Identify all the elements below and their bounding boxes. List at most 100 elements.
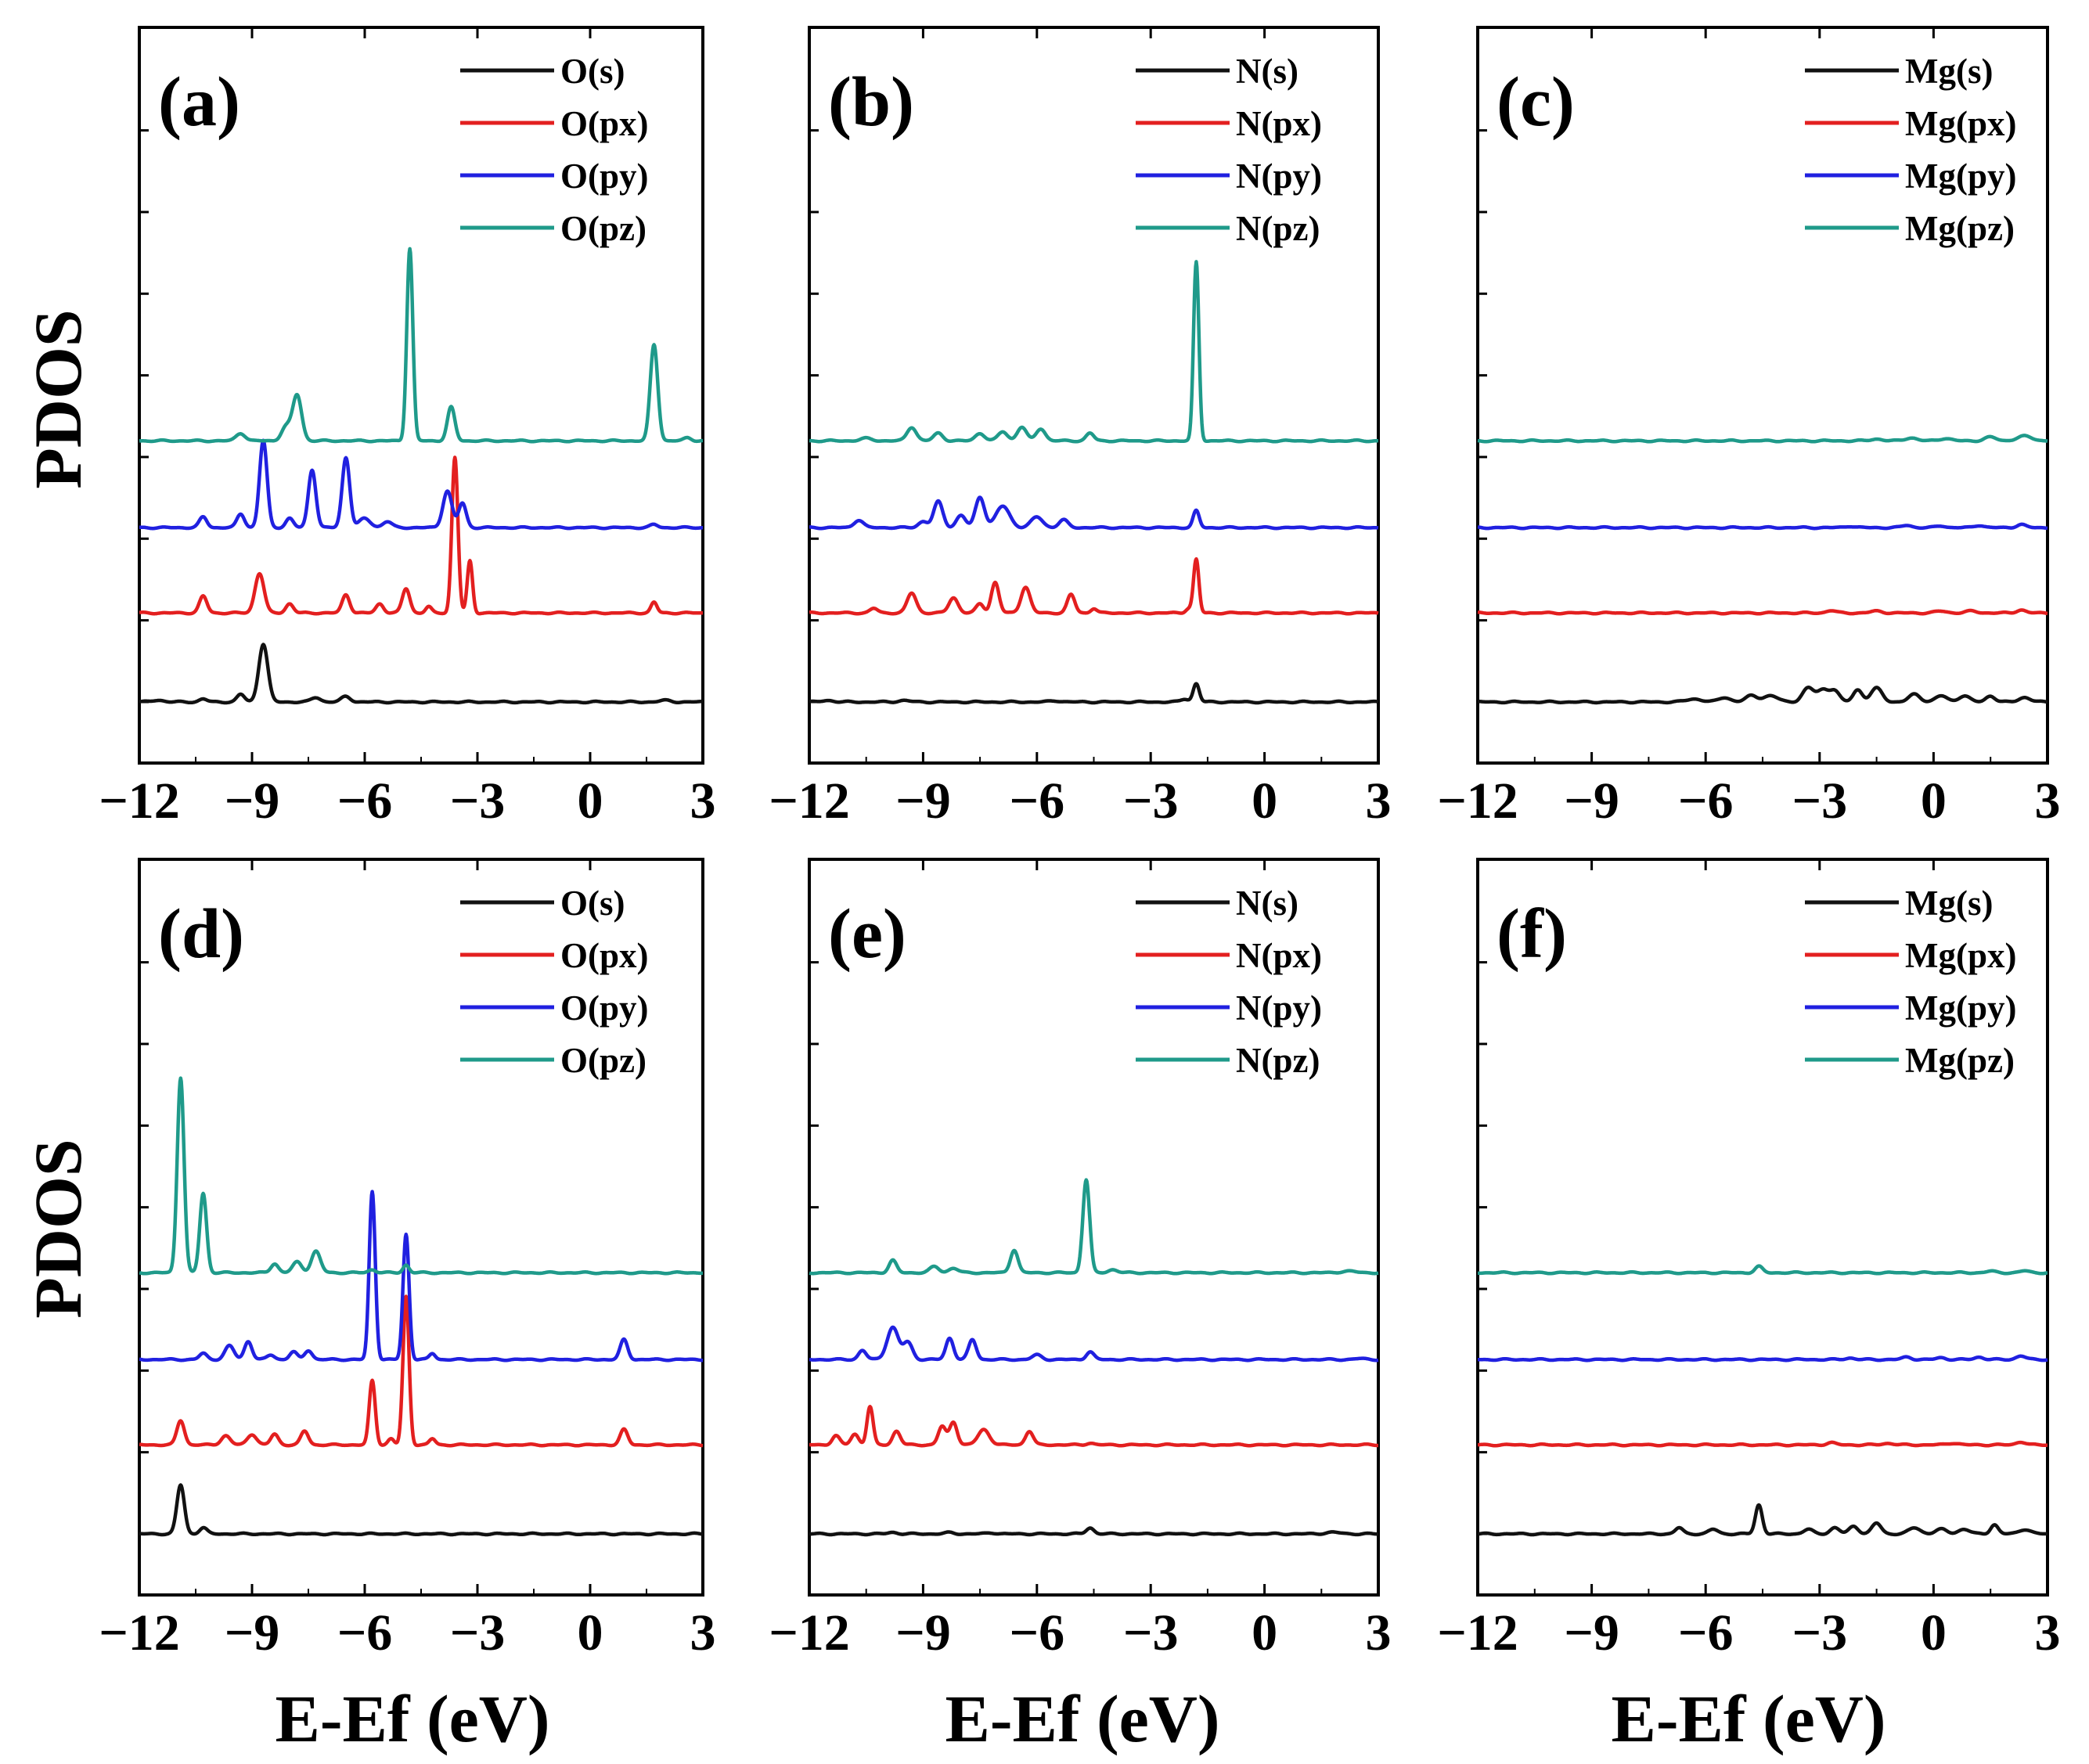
series-line-n-pz <box>808 1178 1380 1276</box>
series-line-mg-px <box>1476 608 2049 616</box>
x-tick-label: 0 <box>578 1604 603 1661</box>
x-tick-label: −6 <box>1009 772 1064 830</box>
x-tick-label: −9 <box>225 772 280 830</box>
legend-label: N(py) <box>1236 988 1322 1028</box>
x-tick-label: 0 <box>1252 1604 1277 1661</box>
legend-label: O(pz) <box>560 1041 647 1080</box>
x-tick-label: 3 <box>2035 1604 2061 1661</box>
legend-label: O(px) <box>560 936 649 975</box>
x-tick-label: −9 <box>895 1604 951 1661</box>
legend-label: Mg(s) <box>1905 884 1993 923</box>
legend-label: N(px) <box>1236 936 1322 975</box>
series-line-mg-pz <box>1476 434 2049 444</box>
series-line-o-px <box>138 1294 704 1448</box>
x-tick-label: −12 <box>769 1604 850 1661</box>
series-line-n-px <box>808 556 1380 616</box>
x-axis-label-e: E-Ef (eV) <box>945 1681 1219 1756</box>
x-tick-label: −6 <box>337 1604 393 1661</box>
x-axis-label-f: E-Ef (eV) <box>1611 1681 1886 1756</box>
panel-d: −12 −9 −6 −3 0 3 (d) O(s) O(px) O(py) O(pz) <box>99 858 716 1661</box>
series-line-o-s <box>138 1483 704 1537</box>
x-tick-label: −9 <box>1564 1604 1619 1661</box>
x-tick-label: −6 <box>337 772 393 830</box>
series-line-n-s <box>808 682 1380 705</box>
panel-label: (b) <box>828 63 914 141</box>
x-tick-label: 3 <box>2035 772 2061 830</box>
x-tick-label: −3 <box>1123 772 1179 830</box>
series-line-n-s <box>808 1526 1380 1537</box>
legend-label: O(py) <box>560 988 649 1028</box>
x-tick-label: −6 <box>1678 1604 1734 1661</box>
series-line-mg-pz <box>1476 1264 2049 1276</box>
panel-f: −12 −9 −6 −3 0 3 (f) Mg(s) Mg(px) Mg(py) Mg(pz) <box>1437 858 2061 1661</box>
series-line-o-px <box>138 455 704 616</box>
legend-label: O(pz) <box>560 209 647 248</box>
series-line-mg-s <box>1476 1503 2049 1537</box>
legend-label: Mg(pz) <box>1905 1041 2015 1080</box>
legend-label: O(s) <box>560 884 625 923</box>
x-axis-label-d: E-Ef (eV) <box>275 1681 549 1756</box>
legend-label: O(px) <box>560 104 649 143</box>
series-line-n-px <box>808 1405 1380 1448</box>
x-tick-label: −12 <box>1437 1604 1518 1661</box>
x-tick-label: −12 <box>99 1604 180 1661</box>
x-tick-label: −3 <box>1792 1604 1847 1661</box>
legend-label: Mg(py) <box>1905 157 2016 196</box>
series-line-mg-s <box>1476 686 2049 705</box>
panel-label: (f) <box>1497 895 1567 973</box>
panel-b: −12 −9 −6 −3 0 3 (b) N(s) N(px) N(py) N(pz) <box>769 26 1392 830</box>
series-line-mg-py <box>1476 522 2049 531</box>
panel-a: −12 −9 −6 −3 0 3 (a) O(s) O(px) O(py) O(pz) <box>99 26 716 830</box>
y-axis-label-bottom: PDOS <box>20 1139 95 1318</box>
x-tick-label: 3 <box>690 772 716 830</box>
x-tick-label: 0 <box>1921 772 1947 830</box>
series-line-n-py <box>808 495 1380 531</box>
x-tick-label: −6 <box>1009 1604 1064 1661</box>
legend-label: N(s) <box>1236 884 1298 923</box>
legend-label: N(pz) <box>1236 209 1320 248</box>
x-tick-label: −3 <box>1123 1604 1179 1661</box>
legend-label: Mg(px) <box>1905 936 2016 975</box>
x-tick-label: 3 <box>1366 1604 1392 1661</box>
series-line-o-pz <box>138 1076 704 1276</box>
panel-label: (c) <box>1497 63 1575 141</box>
series-line-mg-px <box>1476 1440 2049 1448</box>
legend-label: N(s) <box>1236 52 1298 91</box>
x-tick-label: −3 <box>450 1604 506 1661</box>
series-line-o-s <box>138 643 704 705</box>
x-tick-label: −6 <box>1678 772 1734 830</box>
x-tick-label: −9 <box>225 1604 280 1661</box>
series-line-o-pz <box>138 247 704 444</box>
series-line-n-pz <box>808 260 1380 444</box>
x-tick-label: −12 <box>769 772 850 830</box>
series-line-mg-py <box>1476 1354 2049 1363</box>
x-tick-label: 0 <box>1252 772 1277 830</box>
panel-label: (d) <box>158 895 244 973</box>
legend-label: N(pz) <box>1236 1041 1320 1080</box>
legend-label: O(s) <box>560 52 625 91</box>
panels: −12 −9 −6 −3 0 3 (a) O(s) O(px) O(py) O(pz) −12 −9 −6… <box>99 26 2061 1661</box>
x-tick-label: −3 <box>450 772 506 830</box>
legend-label: N(py) <box>1236 157 1322 196</box>
panel-e: −12 −9 −6 −3 0 3 (e) N(s) N(px) N(py) N(pz) <box>769 858 1392 1661</box>
legend-label: Mg(s) <box>1905 52 1993 91</box>
x-tick-label: −9 <box>1564 772 1619 830</box>
x-tick-label: −12 <box>1437 772 1518 830</box>
series-line-n-py <box>808 1325 1380 1363</box>
panel-c: −12 −9 −6 −3 0 3 (c) Mg(s) Mg(px) Mg(py) Mg(pz) <box>1437 26 2061 830</box>
x-tick-label: 3 <box>1366 772 1392 830</box>
x-tick-label: 0 <box>578 772 603 830</box>
panel-label: (e) <box>828 895 906 973</box>
panel-label: (a) <box>158 63 240 141</box>
x-tick-label: −9 <box>895 772 951 830</box>
legend-label: Mg(pz) <box>1905 209 2015 248</box>
x-tick-label: 0 <box>1921 1604 1947 1661</box>
y-axis-label-top: PDOS <box>20 309 95 488</box>
series-line-o-py <box>138 438 704 531</box>
legend-label: Mg(px) <box>1905 104 2016 143</box>
series-line-o-py <box>138 1190 704 1363</box>
x-tick-label: 3 <box>690 1604 716 1661</box>
x-tick-label: −3 <box>1792 772 1847 830</box>
legend-label: N(px) <box>1236 104 1322 143</box>
